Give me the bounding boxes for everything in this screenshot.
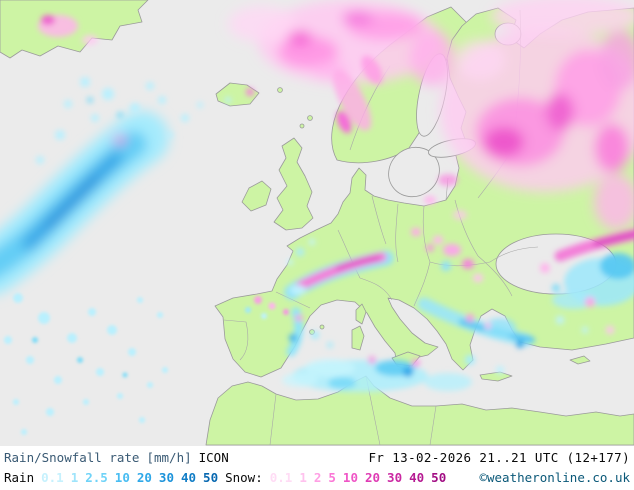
legend-value: 0.1 [269, 470, 293, 485]
model-name: ICON [198, 450, 229, 465]
legend-value: 5 [328, 470, 336, 485]
legend-units: [mm/h] [146, 450, 192, 465]
legend-value: 50 [431, 470, 447, 485]
weather-map [0, 0, 634, 446]
legend-title: Rain/Snowfall rate [4, 450, 140, 465]
weather-map-svg [0, 0, 634, 446]
legend-value: 40 [180, 470, 197, 485]
rain-overlay [0, 77, 634, 435]
legend-value: 40 [409, 470, 425, 485]
snow-overlay [38, 0, 634, 282]
legend-value: 20 [364, 470, 381, 485]
legend-row-scale: Rain 0.1 1 2.5 10 20 30 40 50 Snow: 0.1 1 2 5 10 20 3… [4, 468, 630, 488]
legend-row-title: Rain/Snowfall rate [mm/h] ICON Fr 13-02-… [4, 448, 630, 468]
legend-value: 2 [313, 470, 322, 485]
legend-value: 50 [203, 470, 219, 485]
legend-value: 1 [70, 470, 79, 485]
landmass-ireland [241, 180, 272, 212]
snow-values: 0.1 1 2 5 10 20 30 40 50 [270, 468, 446, 488]
legend-value: 10 [342, 470, 358, 485]
legend-value: 2.5 [85, 470, 108, 485]
snow-label: Snow: [225, 470, 263, 485]
landmass-africa [205, 375, 634, 446]
rain-values: 0.1 1 2.5 10 20 30 40 50 [41, 468, 218, 488]
legend-value: 1 [299, 470, 307, 485]
legend-value: 10 [114, 470, 130, 485]
landmass-britain [273, 137, 314, 231]
legend-value: 30 [158, 470, 174, 485]
legend-value: 30 [387, 470, 403, 485]
legend-value: 20 [136, 470, 152, 485]
forecast-datetime: Fr 13-02-2026 21..21 UTC (12+177) [368, 450, 630, 465]
copyright: ©weatheronline.co.uk [479, 470, 630, 485]
legend-bar: Rain/Snowfall rate [mm/h] ICON Fr 13-02-… [0, 446, 634, 490]
rain-label: Rain [4, 470, 35, 485]
legend-value: 0.1 [41, 470, 64, 485]
